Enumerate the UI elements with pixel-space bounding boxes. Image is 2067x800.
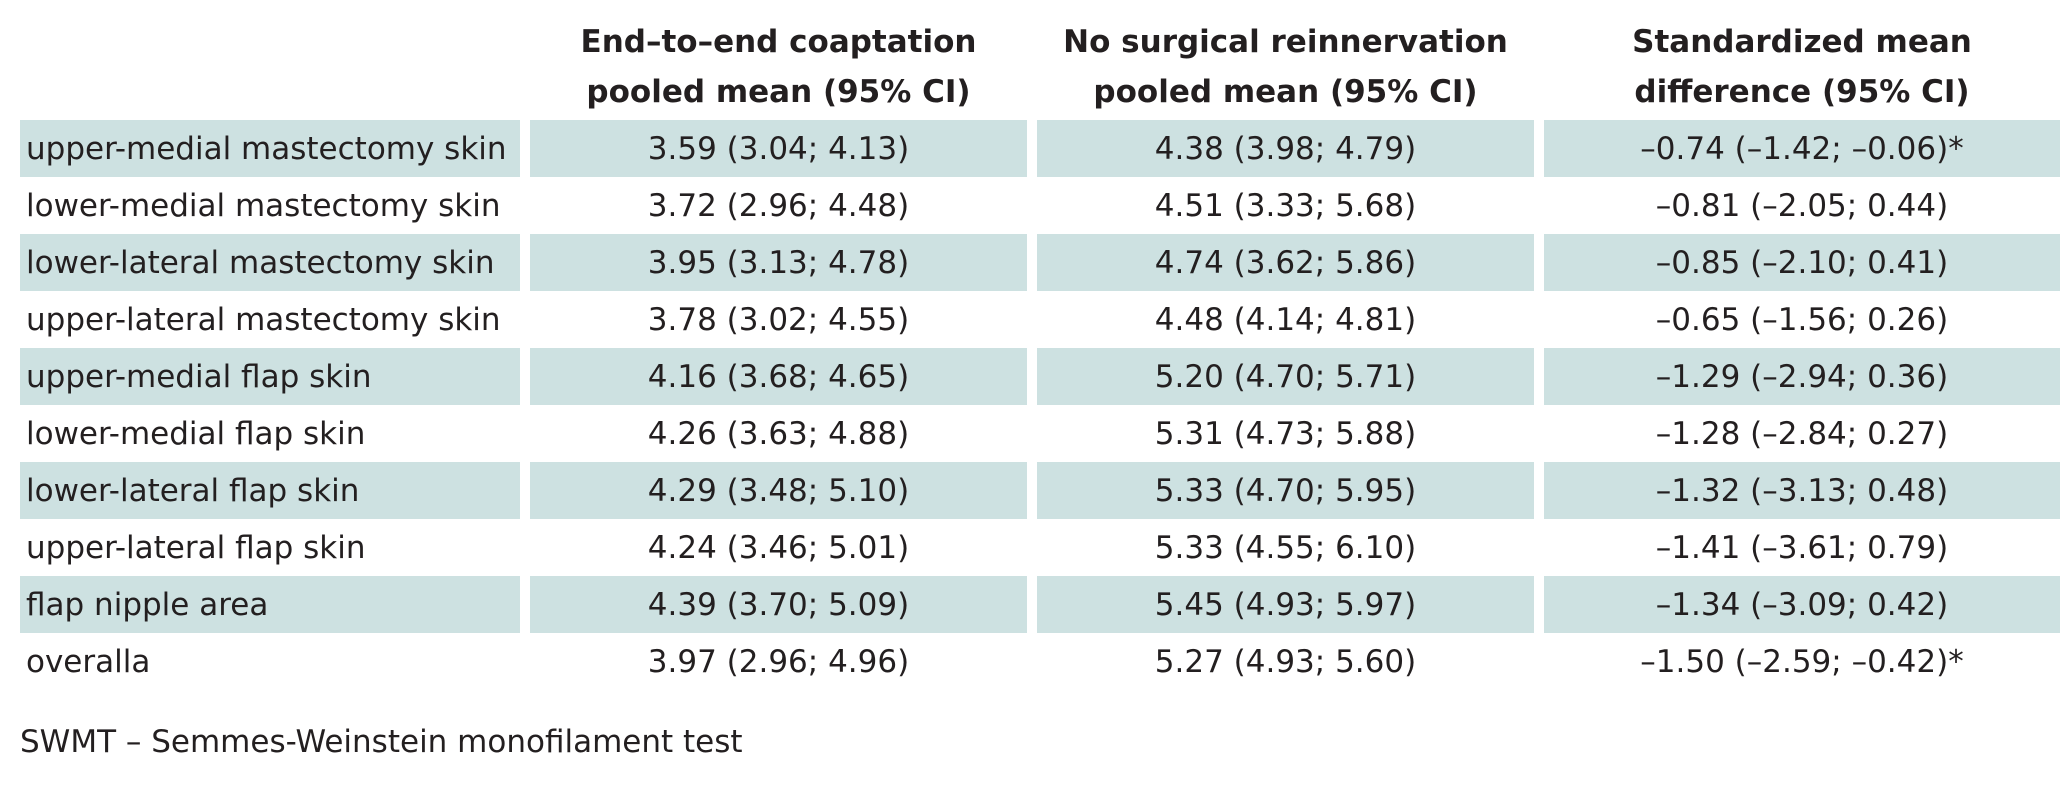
cell-smd: –1.29 (–2.94; 0.36) [1544,348,2060,405]
table-footnote: SWMT – Semmes-Weinstein monofilament tes… [20,724,743,760]
header-smd: Standardized mean difference (95% CI) [1544,14,2060,120]
table-row: flap nipple area 4.39 (3.70; 5.09) 5.45 … [20,576,2060,633]
header-smd-line1: Standardized mean [1632,24,1972,60]
cell-smd: –0.85 (–2.10; 0.41) [1544,234,2060,291]
table-row: lower-lateral flap skin 4.29 (3.48; 5.10… [20,462,2060,519]
cell-no-reinnervation: 4.51 (3.33; 5.68) [1154,187,1417,224]
cell-no-reinnervation: 4.74 (3.62; 5.86) [1037,234,1534,291]
cell-end-to-end: 3.97 (2.96; 4.96) [647,643,910,680]
table-row: overalla 3.97 (2.96; 4.96) 5.27 (4.93; 5… [20,633,2060,690]
cell-smd: –0.65 (–1.56; 0.26) [1655,301,1949,338]
header-no-reinnervation-line1: No surgical reinnervation [1063,24,1508,60]
table-row: lower-lateral mastectomy skin 3.95 (3.13… [20,234,2060,291]
cell-no-reinnervation: 4.48 (4.14; 4.81) [1154,301,1417,338]
cell-region: upper-medial mastectomy skin [20,120,520,177]
table-row: lower-medial mastectomy skin 3.72 (2.96;… [20,177,2060,234]
cell-end-to-end: 4.26 (3.63; 4.88) [647,415,910,452]
table-row: upper-lateral flap skin 4.24 (3.46; 5.01… [20,519,2060,576]
table-row: upper-lateral mastectomy skin 3.78 (3.02… [20,291,2060,348]
table-row: upper-medial flap skin 4.16 (3.68; 4.65)… [20,348,2060,405]
cell-smd: –1.50 (–2.59; –0.42)* [1640,643,1964,680]
cell-region: upper-medial flap skin [20,348,520,405]
cell-region: lower-lateral flap skin [20,462,520,519]
cell-region: lower-lateral mastectomy skin [20,234,520,291]
cell-no-reinnervation: 5.33 (4.55; 6.10) [1154,529,1417,566]
cell-no-reinnervation: 4.38 (3.98; 4.79) [1037,120,1534,177]
cell-region: lower-medial flap skin [26,415,366,452]
table-header: End–to–end coaptation pooled mean (95% C… [20,14,2060,120]
header-end-to-end-line2: pooled mean (95% CI) [586,74,971,110]
cell-end-to-end: 4.16 (3.68; 4.65) [530,348,1027,405]
header-region [20,14,520,120]
cell-end-to-end: 4.29 (3.48; 5.10) [530,462,1027,519]
cell-region: overalla [26,643,151,680]
cell-region: upper-lateral mastectomy skin [26,301,501,338]
cell-smd: –1.28 (–2.84; 0.27) [1655,415,1949,452]
cell-end-to-end: 3.72 (2.96; 4.48) [647,187,910,224]
header-end-to-end: End–to–end coaptation pooled mean (95% C… [530,14,1027,120]
cell-end-to-end: 4.24 (3.46; 5.01) [647,529,910,566]
cell-end-to-end: 3.78 (3.02; 4.55) [647,301,910,338]
cell-no-reinnervation: 5.33 (4.70; 5.95) [1037,462,1534,519]
header-smd-line2: difference (95% CI) [1634,74,1970,110]
cell-no-reinnervation: 5.20 (4.70; 5.71) [1037,348,1534,405]
header-no-reinnervation-line2: pooled mean (95% CI) [1093,74,1478,110]
table-row: upper-medial mastectomy skin 3.59 (3.04;… [20,120,2060,177]
cell-smd: –0.74 (–1.42; –0.06)* [1544,120,2060,177]
cell-smd: –1.41 (–3.61; 0.79) [1655,529,1949,566]
cell-no-reinnervation: 5.31 (4.73; 5.88) [1154,415,1417,452]
cell-smd: –0.81 (–2.05; 0.44) [1655,187,1949,224]
cell-end-to-end: 3.95 (3.13; 4.78) [530,234,1027,291]
cell-end-to-end: 4.39 (3.70; 5.09) [530,576,1027,633]
table-row: lower-medial flap skin 4.26 (3.63; 4.88)… [20,405,2060,462]
cell-end-to-end: 3.59 (3.04; 4.13) [530,120,1027,177]
cell-smd: –1.34 (–3.09; 0.42) [1544,576,2060,633]
cell-region: lower-medial mastectomy skin [26,187,501,224]
cell-smd: –1.32 (–3.13; 0.48) [1544,462,2060,519]
cell-region: flap nipple area [20,576,520,633]
cell-no-reinnervation: 5.45 (4.93; 5.97) [1037,576,1534,633]
header-end-to-end-line1: End–to–end coaptation [580,24,977,60]
cell-no-reinnervation: 5.27 (4.93; 5.60) [1154,643,1417,680]
header-no-reinnervation: No surgical reinnervation pooled mean (9… [1037,14,1534,120]
cell-region: upper-lateral flap skin [26,529,366,566]
